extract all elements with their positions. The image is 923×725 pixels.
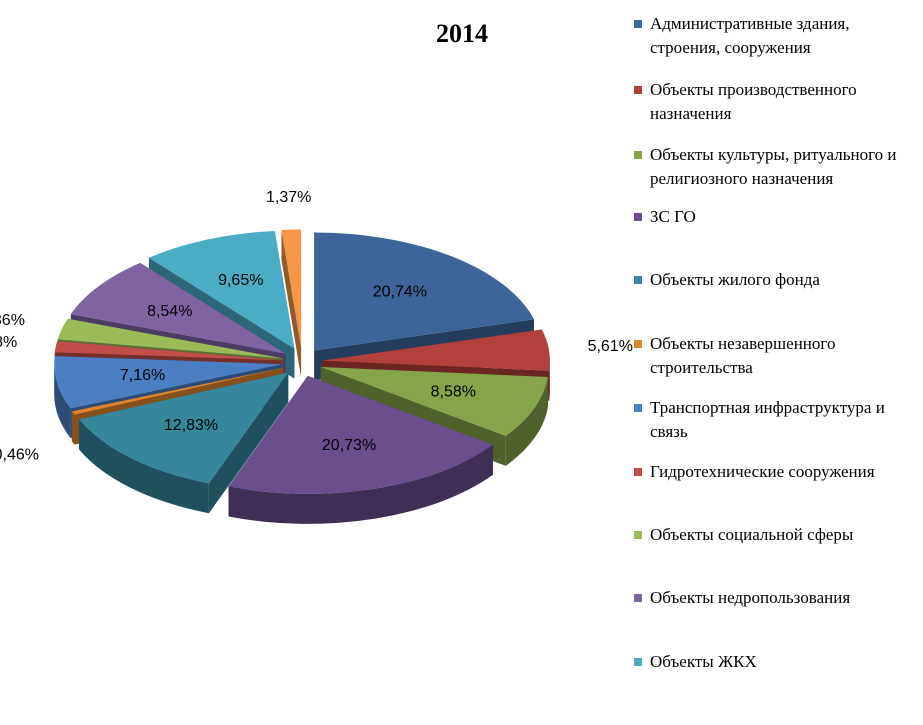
slice-side xyxy=(281,230,302,378)
slice-side xyxy=(505,377,548,466)
data-label: 8,54% xyxy=(147,303,192,320)
slice-side xyxy=(549,360,550,401)
legend-swatch xyxy=(634,658,642,666)
legend-item: Объекты недропользования xyxy=(632,586,917,610)
data-label: 5,61% xyxy=(588,338,633,355)
slice-side xyxy=(79,419,209,514)
legend-label: Объекты жилого фонда xyxy=(650,270,820,289)
data-label: 20,74% xyxy=(373,284,427,301)
slice xyxy=(54,356,283,409)
slice-side xyxy=(228,444,493,524)
slice xyxy=(71,367,284,415)
legend-swatch xyxy=(634,276,642,284)
legend-swatch xyxy=(634,340,642,348)
data-label: 8,58% xyxy=(431,384,476,401)
slice xyxy=(281,229,302,348)
legend-label: Транспортная инфраструктура и связь xyxy=(650,398,885,441)
legend-item: Объекты культуры, ритуального и религиоз… xyxy=(632,143,917,191)
slice-side xyxy=(208,372,289,514)
legend-label: Объекты незавершенного строительства xyxy=(650,334,836,377)
legend-label: Административные здания, строения, соору… xyxy=(650,14,850,57)
legend-label: ЗС ГО xyxy=(650,207,696,226)
legend-item: Объекты незавершенного строительства xyxy=(632,332,917,380)
slice xyxy=(314,232,534,351)
legend-label: Объекты ЖКХ xyxy=(650,652,757,671)
legend-label: Объекты культуры, ритуального и религиоз… xyxy=(650,145,897,188)
legend-label: Гидротехнические сооружения xyxy=(650,462,875,481)
data-label: 2,86% xyxy=(0,312,25,329)
data-label: 12,83% xyxy=(164,417,218,434)
legend-label: Объекты недропользования xyxy=(650,588,851,607)
data-label: 1,48% xyxy=(0,334,17,351)
data-label: 0,46% xyxy=(0,446,39,463)
legend-item: Объекты социальной сферы xyxy=(632,523,917,547)
legend-item: Объекты производственного назначения xyxy=(632,78,917,126)
data-label: 7,16% xyxy=(120,367,165,384)
legend-swatch xyxy=(634,213,642,221)
legend-item: Административные здания, строения, соору… xyxy=(632,12,917,60)
slice xyxy=(57,318,283,359)
legend-item: Объекты ЖКХ xyxy=(632,650,917,674)
slice xyxy=(321,329,550,371)
slice xyxy=(70,262,286,354)
legend-swatch xyxy=(634,594,642,602)
data-label: 20,73% xyxy=(322,437,376,454)
data-label: 9,65% xyxy=(218,272,263,289)
legend-item: Объекты жилого фонда xyxy=(632,268,917,292)
legend-swatch xyxy=(634,404,642,412)
legend-label: Объекты социальной сферы xyxy=(650,525,854,544)
slice xyxy=(54,341,283,361)
slice xyxy=(148,231,295,349)
legend-item: ЗС ГО xyxy=(632,205,917,229)
slice-side xyxy=(54,364,71,439)
chart-title: 2014 xyxy=(436,19,488,48)
legend-swatch xyxy=(634,151,642,159)
legend-item: Транспортная инфраструктура и связь xyxy=(632,396,917,444)
legend-swatch xyxy=(634,86,642,94)
legend-item: Гидротехнические сооружения xyxy=(632,460,917,484)
slice xyxy=(228,375,493,494)
slice xyxy=(79,372,289,484)
slice-side xyxy=(71,411,75,445)
legend-label: Объекты производственного назначения xyxy=(650,80,857,123)
legend-swatch xyxy=(634,20,642,28)
data-label: 1,37% xyxy=(266,189,311,206)
slice xyxy=(320,367,548,436)
legend-swatch xyxy=(634,468,642,476)
legend-swatch xyxy=(634,531,642,539)
